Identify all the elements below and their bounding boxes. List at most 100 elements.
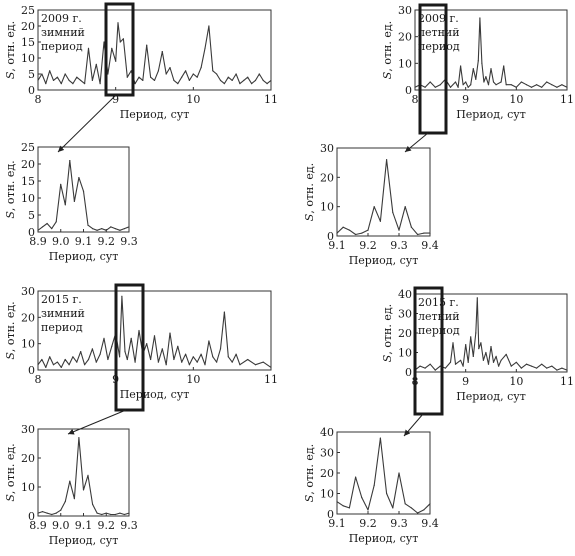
2015-summer-zoom-y-tick-label: 30 <box>320 447 334 460</box>
2009-winter-full-x-axis-label: Период, сут <box>120 108 190 121</box>
2009-summer-full-data-point <box>490 68 492 70</box>
2015-summer-full-data-point <box>462 365 464 367</box>
2009-winter-full-data-point <box>235 73 237 75</box>
2009-winter-full-data-point <box>56 76 59 78</box>
2009-summer-full-data-point <box>561 84 563 86</box>
2009-winter-full-data-point <box>146 44 148 46</box>
2009-winter-full-y-axis-label-symbol: S <box>4 71 17 79</box>
2015-summer-full-data-point <box>490 346 492 348</box>
2009-winter-full-data-point <box>91 79 93 81</box>
2015-winter-full-series-line <box>37 295 272 368</box>
2015-winter-full-data-point <box>56 361 59 363</box>
2009-summer-full-data-point <box>505 84 507 86</box>
2015-summer-full-y-tick-label: 40 <box>398 288 412 301</box>
2015-summer-full-data-point <box>470 336 472 338</box>
2009-winter-zoom-data-point <box>87 224 89 226</box>
2015-summer-full-data-point <box>546 367 548 369</box>
2009-winter-zoom-data-point <box>114 228 116 230</box>
2015-summer-full-data-point <box>449 361 452 363</box>
2009-winter-full-data-point <box>239 83 241 85</box>
2015-summer-zoom-x-tick-label: 9.2 <box>359 517 377 530</box>
2009-winter-full-x-tick-label: 9 <box>112 93 119 106</box>
2009-summer-full-data-point <box>546 81 548 83</box>
2009-winter-full-data-point <box>161 51 163 53</box>
2009-winter-full-y-tick-label: 15 <box>21 36 35 49</box>
2015-summer-full-annotation-line: период <box>418 324 460 337</box>
2009-winter-full-data-point <box>72 83 74 85</box>
2009-winter-full-data-point <box>254 79 257 81</box>
2009-summer-full-data-point <box>462 84 464 86</box>
2009-winter-full-data-point <box>126 76 128 78</box>
2009-winter-zoom-x-axis-label: Период, сут <box>49 250 119 263</box>
2009-summer-full-data-point <box>414 86 416 88</box>
2015-summer-zoom-y-axis-label-unit: , отн. ед. <box>303 444 316 495</box>
2015-winter-full-data-point <box>134 361 136 363</box>
2015-winter-full-data-point <box>157 361 159 363</box>
2009-winter-full-data-point <box>68 79 70 81</box>
2015-summer-full-data-point <box>476 297 478 299</box>
2015-summer-full-x-axis-label: Период, сут <box>456 390 526 403</box>
2009-winter-full-data-point <box>247 76 249 78</box>
2015-summer-full-data-point <box>444 367 446 369</box>
2009-winter-full-data-point <box>227 76 229 78</box>
2009-summer-full-data-point <box>465 81 467 83</box>
2009-winter-full-data-point <box>122 38 124 40</box>
2015-winter-full-data-point <box>37 364 39 366</box>
2009-summer-full-annotation-line: летний <box>418 26 460 39</box>
2009-summer-zoom-y-tick-label: 10 <box>320 201 334 214</box>
2015-winter-zoom-data-point <box>69 480 71 482</box>
2009-winter-zoom-series-line <box>37 160 130 231</box>
2015-summer-zoom-data-point <box>386 492 388 495</box>
2015-winter-full-data-point <box>84 364 86 366</box>
2009-winter-full-data-point <box>188 79 190 81</box>
2009-summer-full-data-point <box>481 62 483 64</box>
2009-winter-full-data-point <box>64 73 66 75</box>
2015-winter-full-data-point <box>165 364 167 366</box>
2015-summer-zoom-data-point <box>404 503 406 505</box>
2009-summer-full-data-point <box>556 86 558 88</box>
2009-summer-zoom-data-point <box>342 226 344 228</box>
2009-summer-zoom-x-axis-label: Период, сут <box>349 254 419 267</box>
2015-winter-zoom-data-point <box>105 512 107 514</box>
2009-summer-full-x-tick-label: 11 <box>560 93 574 106</box>
2009-summer-full-data-point <box>566 86 568 88</box>
2015-winter-zoom-x-tick-label: 9.1 <box>75 519 93 532</box>
2015-winter-zoom-data-point <box>92 503 94 505</box>
2009-summer-full-data-point <box>439 84 441 86</box>
2009-winter-full-data-point <box>138 76 140 78</box>
2015-summer-zoom-y-axis-label: S, отн. ед. <box>303 444 316 502</box>
2009-summer-zoom-data-point <box>373 206 375 208</box>
2009-winter-full-data-point <box>45 83 47 85</box>
2015-winter-full-data-point <box>247 358 249 361</box>
2009-winter-full-data-point <box>142 79 144 81</box>
2015-summer-full-y-tick-label: 10 <box>398 347 412 360</box>
2009-winter-full-series-line <box>37 22 272 85</box>
2009-winter-zoom-data-point <box>82 190 85 192</box>
2015-winter-full-y-tick-label: 20 <box>21 311 35 324</box>
2009-winter-full-y-tick-label: 25 <box>21 4 35 17</box>
2009-winter-zoom-y-tick-label: 10 <box>21 192 35 205</box>
2015-winter-zoom-data-point <box>73 498 75 500</box>
2015-summer-full-y-axis-label-symbol: S <box>381 354 394 362</box>
2015-winter-full-data-point <box>76 361 78 363</box>
2009-winter-zoom-data-point <box>69 160 71 162</box>
2015-winter-full-data-point <box>95 361 97 363</box>
2015-winter-full-data-point <box>223 311 225 313</box>
2009-summer-zoom-data-point <box>404 206 406 208</box>
2009-winter-zoom-data-point <box>105 229 107 231</box>
2009-summer-zoom-data-point <box>379 220 381 222</box>
2015-winter-zoom-data-point <box>78 437 80 439</box>
2009-winter-full-data-point <box>223 83 225 85</box>
2015-winter-full-data-point <box>181 361 183 363</box>
2009-winter-zoom-data-point <box>60 183 62 185</box>
2015-summer-full-data-point <box>460 359 462 361</box>
2015-summer-full-data-point <box>541 363 543 365</box>
2015-winter-full-x-tick-label: 8 <box>35 373 42 386</box>
2009-winter-full-data-point <box>157 70 159 72</box>
2009-winter-full-data-point <box>270 79 272 81</box>
2015-winter-full-data-point <box>200 353 202 355</box>
2015-winter-zoom-data-point <box>41 511 44 513</box>
2015-summer-full-data-point <box>485 351 487 354</box>
2015-winter-full-y-axis-label-symbol: S <box>4 352 17 360</box>
2009-summer-full-y-axis-label-symbol: S <box>381 71 394 79</box>
